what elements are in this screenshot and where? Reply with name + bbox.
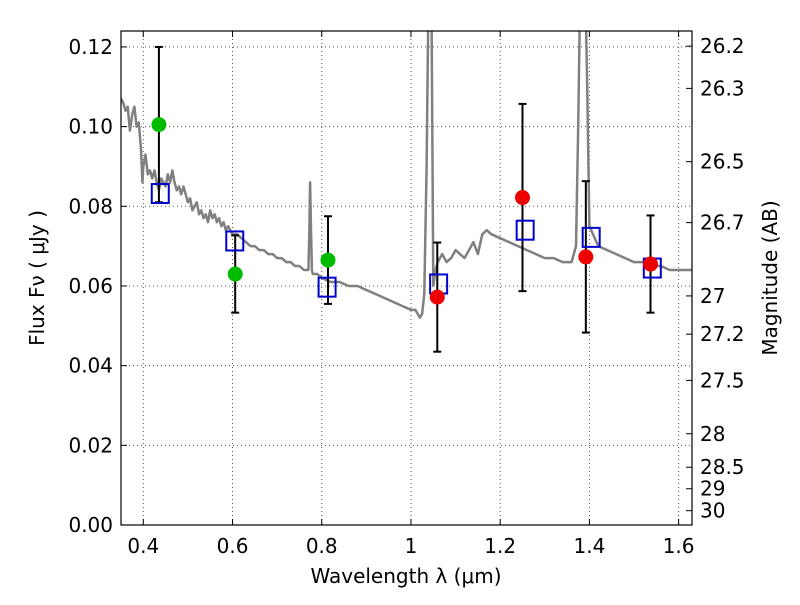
x-tick-label: 0.6: [217, 534, 249, 558]
y-tick-label: 0.10: [68, 115, 113, 139]
y-axis-label: Flux Fν ( μJy ): [25, 210, 49, 346]
y2-tick-label: 27.2: [700, 322, 745, 346]
model-flux-square: [225, 230, 245, 252]
observed-flux-point-red: [643, 256, 659, 272]
observed-flux-point-green: [227, 266, 243, 282]
y2-tick-label: 28.5: [700, 455, 745, 479]
observed-flux-point-green: [151, 117, 167, 133]
y2-tick-label: 29: [700, 477, 725, 501]
y2-tick-label: 26.3: [700, 76, 745, 100]
x-tick-label: 1.4: [573, 534, 605, 558]
y-tick-label: 0.08: [68, 194, 113, 218]
grid-layer: [121, 31, 692, 526]
model-flux-square: [515, 219, 535, 241]
x-tick-label: 0.8: [306, 534, 338, 558]
y2-tick-label: 27.5: [700, 368, 745, 392]
y-tick-label: 0.04: [68, 354, 113, 378]
y-tick-label: 0.02: [68, 433, 113, 457]
y2-tick-label: 26.7: [700, 211, 745, 235]
plot-frame: [120, 30, 693, 526]
y-tick-label: 0.00: [68, 513, 113, 537]
x-axis-label: Wavelength λ (μm): [310, 564, 501, 588]
x-tick-label: 1.2: [484, 534, 516, 558]
model-flux-square: [317, 276, 337, 298]
observed-flux-point-red: [578, 249, 594, 265]
y2-tick-label: 26.2: [700, 34, 745, 58]
axes-layer: 0.4 0.6 0.8 1 1.2 1.4 1.6 0.00 0.02 0.04 0.06 0.08 0…: [68, 30, 745, 558]
x-tick-label: 0.4: [127, 534, 159, 558]
y2-tick-label: 28: [700, 422, 725, 446]
y-tick-label: 0.12: [68, 35, 113, 59]
model-flux-square: [581, 226, 601, 248]
y2-tick-label: 30: [700, 499, 725, 523]
observed-flux-point-red: [429, 289, 445, 305]
spectrum-line: [121, 31, 692, 320]
plot-layer: [121, 31, 692, 353]
observed-flux-point-green: [320, 252, 336, 268]
y2-tick-label: 26.5: [700, 150, 745, 174]
x-tick-label: 1.6: [663, 534, 695, 558]
x-tick-label: 1: [405, 534, 418, 558]
model-flux-square: [150, 183, 170, 205]
y2-axis-label: Magnitude (AB): [758, 200, 782, 355]
y-tick-label: 0.06: [68, 274, 113, 298]
y2-tick-label: 27: [700, 284, 725, 308]
observed-flux-point-red: [514, 190, 530, 206]
